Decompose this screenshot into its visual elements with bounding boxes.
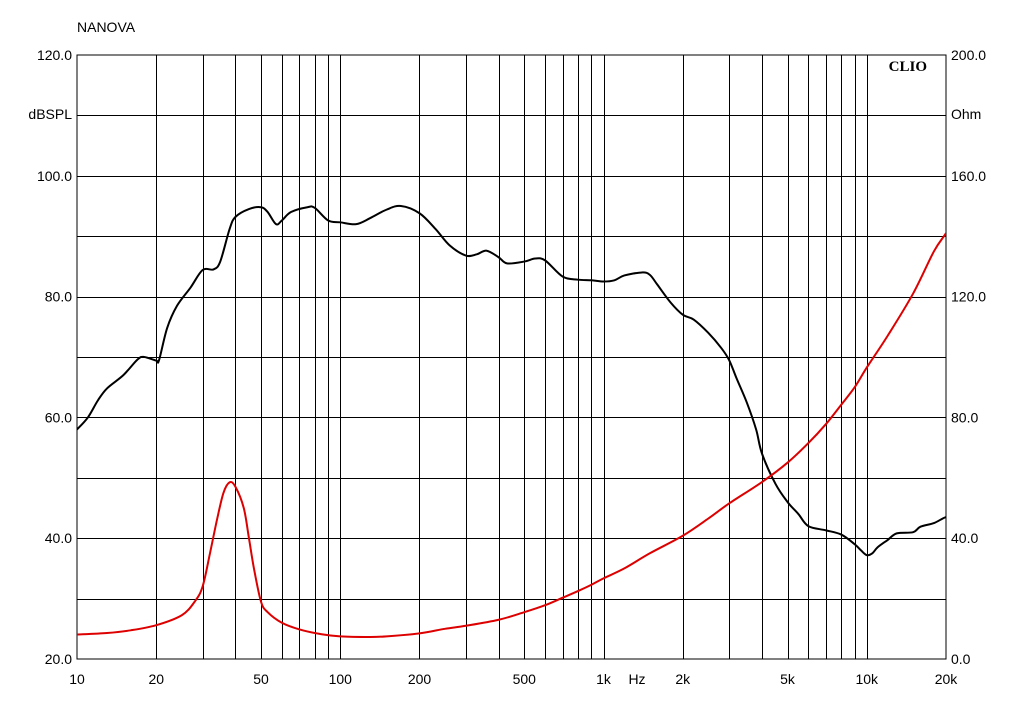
plot-frame [76,54,947,660]
right-tick-label: 120.0 [951,289,986,305]
x-tick-label: 20 [148,671,164,687]
left-tick-label: 120.0 [37,47,72,63]
x-tick-label: 5k [780,671,796,687]
left-tick-label: 60.0 [45,409,72,425]
x-tick-label: 50 [253,671,269,687]
right-axis-unit: Ohm [951,106,981,122]
right-tick-label: 160.0 [951,168,986,184]
clio-watermark: CLIO [889,59,927,75]
right-tick-label: 80.0 [951,409,978,425]
right-tick-label: 200.0 [951,47,986,63]
right-tick-label: 40.0 [951,530,978,546]
x-tick-label: 1k [596,671,612,687]
x-tick-label: 200 [408,671,432,687]
impedance-curve [77,231,946,638]
x-tick-label: 10 [69,671,85,687]
left-axis-unit: dBSPL [28,106,72,122]
x-tick-label: 20k [935,671,959,687]
x-axis-unit: Hz [628,671,645,687]
left-tick-label: 80.0 [45,289,72,305]
left-tick-label: 20.0 [45,651,72,667]
tick-labels: 10 20 50 100 200 500 1k 2k 5k 10k 20k 20.0 40.0 60.0 8… [37,47,986,687]
x-tick-label: 10k [855,671,879,687]
series [77,204,946,638]
left-tick-label: 40.0 [45,530,72,546]
chart-title: NANOVA [77,19,136,35]
x-tick-label: 100 [329,671,353,687]
right-tick-label: 0.0 [951,651,971,667]
x-tick-label: 2k [675,671,691,687]
left-tick-label: 100.0 [37,168,72,184]
x-tick-label: 500 [513,671,537,687]
spl-curve [77,204,946,557]
grid [77,55,946,659]
